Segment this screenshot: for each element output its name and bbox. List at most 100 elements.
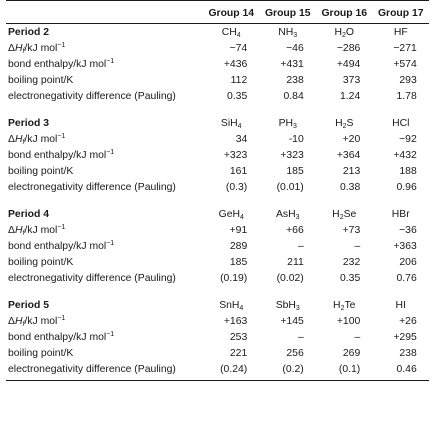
formula-base: PH — [278, 118, 294, 129]
spacer-cell — [6, 287, 429, 297]
period-header-row: Period 5 SnH4 SbH3 H2Te HI — [6, 297, 429, 314]
row-label-en: electronegativity difference (Pauling) — [6, 362, 203, 381]
cell-en: (0.3) — [203, 180, 260, 196]
header-row: Group 14 Group 15 Group 16 Group 17 — [6, 0, 429, 24]
label-text: bond enthalpy/kJ mol — [8, 59, 107, 70]
formula-base: H — [332, 209, 340, 220]
column-header: Group 16 — [316, 0, 373, 24]
h-symbol: H — [14, 225, 23, 236]
delta-symbol: Δ — [8, 134, 15, 145]
period-spacer — [6, 287, 429, 297]
value: – — [354, 332, 361, 343]
compound-formula: NH3 — [260, 24, 317, 42]
cell-en: (0.02) — [260, 271, 317, 287]
formula-subscript: 3 — [295, 305, 300, 312]
cell-dhf: +26 — [373, 314, 430, 330]
value: +323 — [223, 150, 248, 161]
cell-bp: 206 — [373, 255, 430, 271]
cell-en: 0.76 — [373, 271, 430, 287]
formula-base: H — [335, 118, 343, 129]
value: 373 — [342, 75, 361, 86]
compound-formula: HCl — [373, 115, 430, 132]
value: 0.35 — [227, 91, 248, 102]
boiling-point-row: boiling point/K 185 211 232 206 — [6, 255, 429, 271]
row-label-bp: boiling point/K — [8, 348, 74, 359]
electronegativity-row: electronegativity difference (Pauling) (0… — [6, 271, 429, 287]
period-title: Period 5 — [8, 300, 49, 311]
cell-bond: +364 — [316, 148, 373, 164]
table-body: Period 2 CH4 NH3 H2O HF ΔHf/kJ mol−1 −74 −46 −28… — [6, 24, 429, 381]
h-subscript: f — [22, 48, 25, 55]
cell-en: (0.01) — [260, 180, 317, 196]
bond-enthalpy-row: bond enthalpy/kJ mol−1 253 – – +295 — [6, 330, 429, 346]
h-subscript: f — [22, 321, 25, 328]
value: (0.01) — [276, 182, 304, 193]
cell-dhf: +66 — [260, 223, 317, 239]
value: (0.02) — [276, 273, 304, 284]
boiling-point-row: boiling point/K 221 256 269 238 — [6, 346, 429, 362]
value: (0.1) — [338, 364, 361, 375]
cell-bp: 112 — [203, 73, 260, 89]
formula-base: HBr — [391, 209, 410, 220]
value: 112 — [230, 75, 248, 86]
value: 0.84 — [283, 91, 304, 102]
cell-dhf: +100 — [316, 314, 373, 330]
value: +364 — [336, 150, 361, 161]
cell-en: 1.24 — [316, 89, 373, 105]
row-label-dhf: ΔHf/kJ mol−1 — [6, 314, 203, 330]
value: +73 — [342, 225, 361, 236]
corner-cell — [6, 0, 203, 24]
unit-exponent: −1 — [57, 42, 66, 49]
h-symbol: H — [14, 134, 23, 145]
label-text: bond enthalpy/kJ mol — [8, 332, 107, 343]
value: – — [297, 332, 304, 343]
row-label-en: electronegativity difference (Pauling) — [8, 182, 176, 193]
value: (0.2) — [282, 364, 304, 375]
period-title: Period 2 — [8, 27, 49, 38]
value: +363 — [393, 241, 417, 252]
value: +91 — [229, 225, 248, 236]
value: 0.76 — [396, 273, 417, 284]
cell-bp: 161 — [203, 164, 260, 180]
period-spacer — [6, 196, 429, 206]
value: 238 — [399, 348, 417, 359]
cell-bp: 185 — [203, 255, 260, 271]
compound-formula: H2S — [316, 115, 373, 132]
cell-bp: 211 — [260, 255, 317, 271]
h-subscript: f — [22, 230, 25, 237]
value: +66 — [286, 225, 304, 236]
value: (0.19) — [220, 273, 248, 284]
compound-formula: H2O — [316, 24, 373, 42]
value: +295 — [393, 332, 417, 343]
value: +20 — [342, 134, 361, 145]
value: −92 — [399, 134, 417, 145]
value: 232 — [342, 257, 361, 268]
value: 253 — [229, 332, 248, 343]
cell-bond: – — [316, 239, 373, 255]
value: – — [354, 241, 361, 252]
formula-subscript: 2 — [340, 305, 345, 312]
row-label-en: electronegativity difference (Pauling) — [8, 91, 176, 102]
delta-symbol: Δ — [8, 316, 15, 327]
compound-formula: SiH4 — [203, 115, 260, 132]
compound-formula: CH4 — [203, 24, 260, 42]
unit-text: /kJ mol — [24, 316, 58, 327]
formula-subscript: 2 — [339, 214, 344, 221]
label-text: bond enthalpy/kJ mol — [8, 150, 107, 161]
value: 0.46 — [396, 364, 417, 375]
unit-exponent: −1 — [106, 149, 115, 156]
cell-bond: +363 — [373, 239, 430, 255]
bond-enthalpy-row: bond enthalpy/kJ mol−1 +323 +323 +364 +432 — [6, 148, 429, 164]
row-label-bond: bond enthalpy/kJ mol−1 — [6, 330, 203, 346]
cell-dhf: −74 — [203, 41, 260, 57]
cell-en: 0.38 — [316, 180, 373, 196]
cell-bp: 188 — [373, 164, 430, 180]
cell-bond: +432 — [373, 148, 430, 164]
cell-bond: – — [260, 330, 317, 346]
cell-dhf: +145 — [260, 314, 317, 330]
compound-formula: SnH4 — [203, 297, 260, 314]
formula-subscript: 4 — [239, 214, 244, 221]
value: +432 — [393, 150, 417, 161]
cell-bp: 293 — [373, 73, 430, 89]
